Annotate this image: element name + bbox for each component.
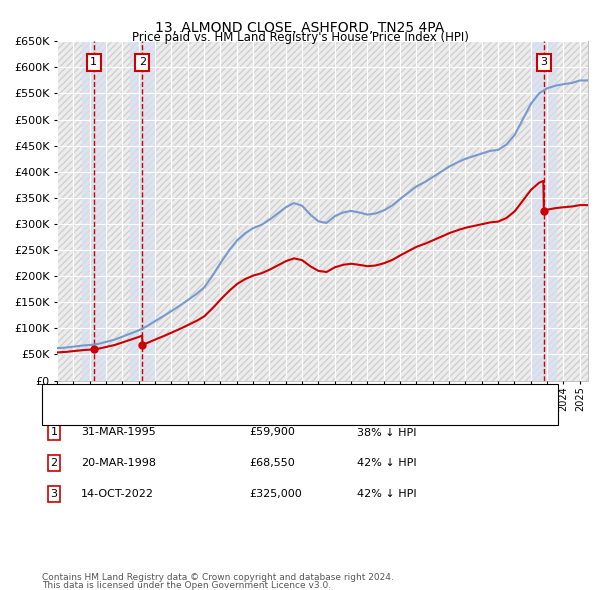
Text: 31-MAR-1995: 31-MAR-1995 (81, 428, 156, 437)
Text: £59,900: £59,900 (249, 428, 295, 437)
Text: 13, ALMOND CLOSE, ASHFORD, TN25 4PA: 13, ALMOND CLOSE, ASHFORD, TN25 4PA (155, 21, 445, 35)
Text: 3: 3 (50, 489, 58, 499)
Text: 20-MAR-1998: 20-MAR-1998 (81, 458, 156, 468)
Text: Price paid vs. HM Land Registry's House Price Index (HPI): Price paid vs. HM Land Registry's House … (131, 31, 469, 44)
Text: 3: 3 (540, 57, 547, 67)
Text: 1: 1 (50, 428, 58, 437)
Text: 13, ALMOND CLOSE, ASHFORD, TN25 4PA (detached house): 13, ALMOND CLOSE, ASHFORD, TN25 4PA (det… (93, 391, 405, 401)
Text: £325,000: £325,000 (249, 489, 302, 499)
Text: ——: —— (60, 408, 85, 421)
Text: 2: 2 (139, 57, 146, 67)
Text: 14-OCT-2022: 14-OCT-2022 (81, 489, 154, 499)
Text: 42% ↓ HPI: 42% ↓ HPI (357, 458, 416, 468)
Text: Contains HM Land Registry data © Crown copyright and database right 2024.: Contains HM Land Registry data © Crown c… (42, 572, 394, 582)
Bar (82, 41, 106, 381)
Text: ——: —— (60, 390, 85, 403)
Text: £68,550: £68,550 (249, 458, 295, 468)
Text: 1: 1 (90, 57, 97, 67)
Text: This data is licensed under the Open Government Licence v3.0.: This data is licensed under the Open Gov… (42, 581, 331, 590)
Bar (130, 41, 155, 381)
Text: 38% ↓ HPI: 38% ↓ HPI (357, 428, 416, 437)
Text: 2: 2 (50, 458, 58, 468)
Text: HPI: Average price, detached house, Ashford: HPI: Average price, detached house, Ashf… (93, 409, 326, 419)
Bar (57, 41, 588, 381)
Text: 42% ↓ HPI: 42% ↓ HPI (357, 489, 416, 499)
Bar (532, 41, 556, 381)
